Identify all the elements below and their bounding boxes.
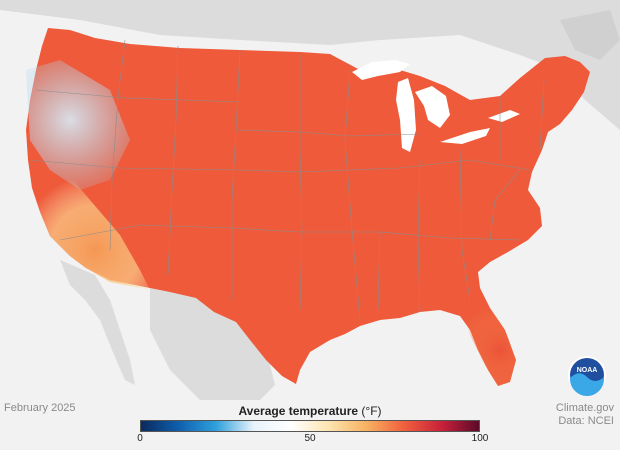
legend-ticks: 0 50 100 (137, 432, 488, 446)
surrounding-land (0, 0, 620, 400)
legend-tick-min: 0 (137, 433, 143, 444)
legend-color-bar (140, 420, 480, 432)
legend-title: Average temperature (°F) (140, 404, 480, 418)
legend-tick-max: 100 (471, 433, 489, 444)
legend-unit: (°F) (361, 404, 382, 418)
temperature-legend: Average temperature (°F) 0 50 100 (137, 404, 488, 446)
contiguous-us (26, 28, 590, 386)
credit-source: Climate.gov (555, 402, 614, 414)
state-borders (29, 39, 545, 321)
legend-tick-mid: 50 (304, 433, 316, 444)
noaa-logo-text: NOAA (577, 367, 598, 374)
credits: Climate.gov Data: NCEI (556, 402, 614, 428)
date-label: February 2025 (4, 402, 76, 414)
legend-title-text: Average temperature (238, 404, 359, 418)
temperature-map: NOAA (0, 0, 620, 400)
noaa-logo: NOAA (568, 356, 606, 396)
credit-data: Data: NCEI (558, 415, 614, 427)
